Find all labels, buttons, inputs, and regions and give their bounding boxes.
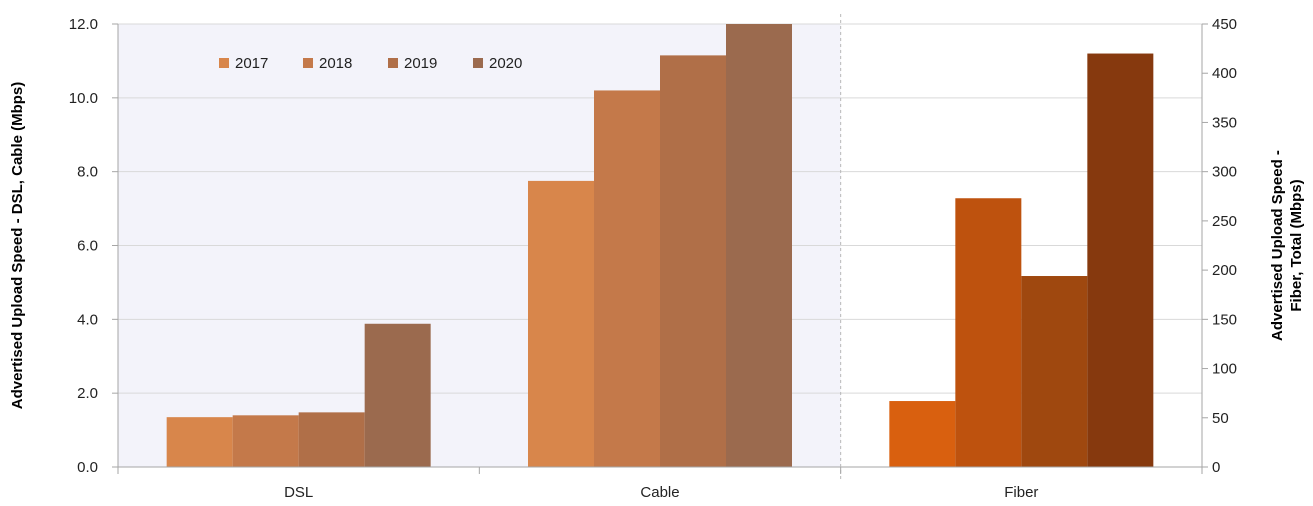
axes-group <box>112 14 1208 480</box>
y-tick-label: 4.0 <box>77 311 98 328</box>
y2-tick-label: 50 <box>1212 410 1229 427</box>
legend-swatch-2019 <box>388 58 398 68</box>
x-tick-label: Fiber <box>1004 484 1038 501</box>
legend: 2017 2018 2019 2020 <box>219 55 522 72</box>
legend-label-2017: 2017 <box>235 55 268 72</box>
tick-labels: 0.0 2.0 4.0 6.0 8.0 10.0 12.0 0 50 100 150 200 250 30… <box>69 16 1237 501</box>
y2-tick-label: 350 <box>1212 114 1237 131</box>
bar-dsl-2020 <box>364 323 431 467</box>
legend-swatch-2020 <box>473 58 483 68</box>
y2-tick-label: 450 <box>1212 16 1237 33</box>
x-tick-label: DSL <box>284 484 313 501</box>
bar-fiber-2018 <box>955 198 1022 467</box>
y2-tick-label: 100 <box>1212 361 1237 378</box>
bar-cable-2020 <box>726 24 792 467</box>
y2-tick-label: 300 <box>1212 164 1237 181</box>
bar-dsl-2019 <box>298 412 365 467</box>
legend-label-2018: 2018 <box>319 55 352 72</box>
y-tick-label: 2.0 <box>77 385 98 402</box>
y-tick-label: 6.0 <box>77 238 98 255</box>
bar-fiber-2020 <box>1087 53 1154 468</box>
y2-tick-label: 400 <box>1212 65 1237 82</box>
bars-group <box>166 24 1154 468</box>
y-axis-label: Advertised Upload Speed - DSL, Cable (Mb… <box>9 82 26 410</box>
x-tick-label: Cable <box>640 484 679 501</box>
y2-tick-label: 200 <box>1212 262 1237 279</box>
bar-dsl-2017 <box>166 417 233 467</box>
legend-label-2019: 2019 <box>404 55 437 72</box>
y2-tick-label: 0 <box>1212 459 1220 476</box>
y2-tick-label: 250 <box>1212 213 1237 230</box>
y-tick-label: 12.0 <box>69 16 98 33</box>
bar-fiber-2019 <box>1021 276 1088 467</box>
bar-dsl-2018 <box>232 415 299 467</box>
bar-cable-2017 <box>528 180 594 468</box>
legend-swatch-2018 <box>303 58 313 68</box>
legend-swatch-2017 <box>219 58 229 68</box>
y-tick-label: 8.0 <box>77 164 98 181</box>
legend-label-2020: 2020 <box>489 55 522 72</box>
y-tick-label: 10.0 <box>69 90 98 107</box>
y2-axis-label-line-2: Fiber, Total (Mbps) <box>1288 179 1305 311</box>
y2-tick-label: 150 <box>1212 311 1237 328</box>
y-tick-label: 0.0 <box>77 459 98 476</box>
bar-fiber-2017 <box>889 401 956 467</box>
bar-cable-2019 <box>660 55 726 468</box>
bar-cable-2018 <box>594 90 660 467</box>
y2-axis-label-line-1: Advertised Upload Speed - <box>1269 150 1286 341</box>
